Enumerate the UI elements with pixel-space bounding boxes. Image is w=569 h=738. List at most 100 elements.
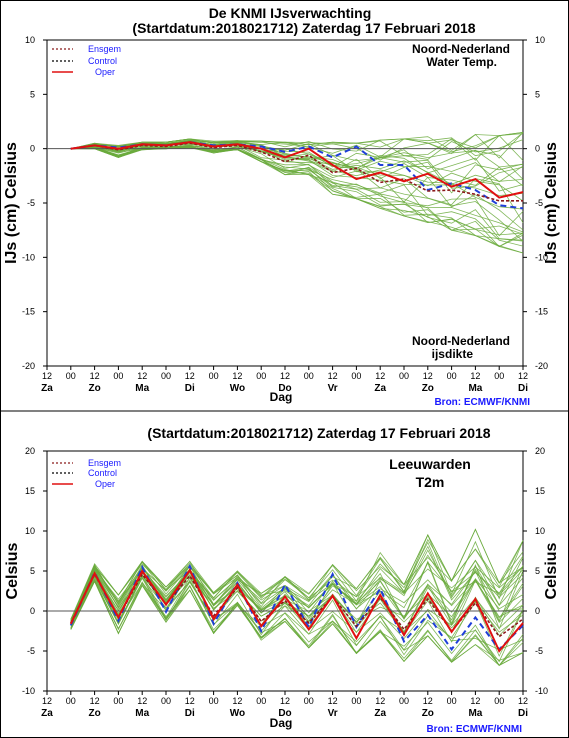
t2m-ensemble-member <box>70 528 524 622</box>
t2m-ytick-label-left: -5 <box>27 646 35 656</box>
t2m-legend-oper-label: Oper <box>95 479 115 489</box>
t2m-series <box>69 563 524 653</box>
t2m-hour-label: 00 <box>399 696 409 706</box>
ice-day-label: Di <box>185 383 195 394</box>
ice-hour-label: 00 <box>351 371 361 381</box>
t2m-hour-label: 12 <box>90 696 100 706</box>
ice-ensemble-member <box>70 144 524 231</box>
t2m-ytick-label-right: 10 <box>535 526 545 536</box>
ice-hour-label: 12 <box>185 371 195 381</box>
ice-hour-label: 00 <box>494 371 504 381</box>
t2m-hour-label: 00 <box>161 696 171 706</box>
t2m-hour-label: 00 <box>256 696 266 706</box>
t2m-hour-label: 12 <box>185 696 195 706</box>
t2m-day-label: Zo <box>422 708 434 719</box>
ice-annotation-var-bottom: ijsdikte <box>432 347 474 361</box>
ice-series <box>70 141 524 210</box>
t2m-hour-label: 12 <box>423 696 433 706</box>
t2m-source: Bron: ECMWF/KNMI <box>426 724 522 735</box>
ice-ytick-label-right: 5 <box>535 89 540 99</box>
ice-hour-label: 00 <box>304 371 314 381</box>
t2m-hour-label: 12 <box>137 696 147 706</box>
t2m-hour-label: 12 <box>375 696 385 706</box>
t2m-day-label: Wo <box>230 708 245 719</box>
ice-ylabel-right: IJs (cm) Celsius <box>543 142 560 264</box>
t2m-hour-label: 00 <box>447 696 457 706</box>
t2m-ensemble-member <box>70 576 524 657</box>
t2m-ensemble-member <box>70 541 524 622</box>
ice-day-label: Do <box>278 383 291 394</box>
t2m-y-ticks: 20 20 15 15 10 10 5 5 0 0 -5 -5 -10 -10 <box>22 446 548 696</box>
ice-x-ticks: 12 Za 00 12 Zo 00 12 Ma 00 12 Di 00 12 Wo 00 12 Do 00 12 Vr… <box>41 366 528 394</box>
t2m-series-control <box>69 563 524 652</box>
t2m-ensemble-member <box>70 562 524 626</box>
t2m-annotation-var: T2m <box>416 474 445 490</box>
t2m-ytick-label-right: -5 <box>535 646 543 656</box>
ice-day-label: Zo <box>422 383 434 394</box>
ice-y-ticks: 10 10 5 5 0 0 -5 -5 -10 -10 -15 -15 -20 -20 <box>22 35 548 371</box>
ice-ytick-label-right: -10 <box>535 252 548 262</box>
ice-ytick-label-right: 0 <box>535 144 540 154</box>
t2m-day-label: Vr <box>328 708 338 719</box>
ice-legend-control-label: Control <box>88 56 117 66</box>
ice-annotation-region-bottom: Noord-Nederland <box>412 334 510 348</box>
ice-annotation-region: Noord-Nederland <box>412 42 510 56</box>
t2m-ytick-label-right: 15 <box>535 486 545 496</box>
ice-hour-label: 12 <box>470 371 480 381</box>
ice-ytick-label-right: -15 <box>535 307 548 317</box>
ice-x-axis-label: Dag <box>270 390 293 404</box>
ice-day-label: Di <box>518 383 528 394</box>
ice-hour-label: 12 <box>328 371 338 381</box>
ice-day-label: Zo <box>88 383 100 394</box>
ice-ytick-label-left: 10 <box>25 35 35 45</box>
t2m-day-label: Di <box>518 708 528 719</box>
t2m-hour-label: 00 <box>351 696 361 706</box>
t2m-hour-label: 00 <box>209 696 219 706</box>
ice-hour-label: 12 <box>280 371 290 381</box>
ice-hour-label: 12 <box>137 371 147 381</box>
t2m-ytick-label-right: -10 <box>535 686 548 696</box>
t2m-ensemble-member <box>70 568 524 626</box>
t2m-ytick-label-left: 0 <box>30 606 35 616</box>
t2m-ytick-label-left: 15 <box>25 486 35 496</box>
ice-legend: Ensgem Control Oper <box>52 44 121 77</box>
ice-series-oper <box>70 141 524 199</box>
t2m-day-label: Do <box>278 708 291 719</box>
ice-ytick-label-left: -20 <box>22 361 35 371</box>
t2m-hour-label: 00 <box>66 696 76 706</box>
t2m-ytick-label-left: 5 <box>30 566 35 576</box>
t2m-day-label: Ma <box>468 708 482 719</box>
ice-hour-label: 12 <box>42 371 52 381</box>
t2m-series-oper <box>69 568 524 653</box>
t2m-legend-control-label: Control <box>88 468 117 478</box>
t2m-day-label: Di <box>185 708 195 719</box>
ice-hour-label: 00 <box>209 371 219 381</box>
t2m-day-label: Za <box>374 708 386 719</box>
ice-ensemble-member <box>70 146 524 242</box>
t2m-day-label: Zo <box>88 708 100 719</box>
ice-day-label: Za <box>41 383 53 394</box>
ice-annotation-var: Water Temp. <box>426 55 497 69</box>
t2m-chart-title: (Startdatum:2018021712) Zaterdag 17 Febr… <box>147 425 490 441</box>
t2m-hour-label: 12 <box>280 696 290 706</box>
ice-ytick-label-right: 10 <box>535 35 545 45</box>
t2m-ensemble-member <box>70 573 524 640</box>
ice-chart-title: (Startdatum:2018021712) Zaterdag 17 Febr… <box>132 20 475 36</box>
ice-legend-oper-label: Oper <box>95 67 115 77</box>
t2m-x-axis-label: Dag <box>270 716 293 730</box>
ice-ytick-label-left: 5 <box>30 89 35 99</box>
ice-hour-label: 12 <box>423 371 433 381</box>
ice-hour-label: 12 <box>90 371 100 381</box>
t2m-hour-label: 12 <box>232 696 242 706</box>
ice-hour-label: 00 <box>256 371 266 381</box>
figure-title: De KNMI IJsverwachting <box>209 5 372 21</box>
ice-ytick-label-left: -10 <box>22 252 35 262</box>
ice-ytick-label-left: -15 <box>22 307 35 317</box>
t2m-hour-label: 00 <box>113 696 123 706</box>
ice-day-label: Ma <box>468 383 482 394</box>
ice-chart: (Startdatum:2018021712) Zaterdag 17 Febr… <box>3 20 560 408</box>
ice-ytick-label-left: -5 <box>27 198 35 208</box>
t2m-hour-label: 12 <box>470 696 480 706</box>
ice-source: Bron: ECMWF/KNMI <box>434 397 530 408</box>
